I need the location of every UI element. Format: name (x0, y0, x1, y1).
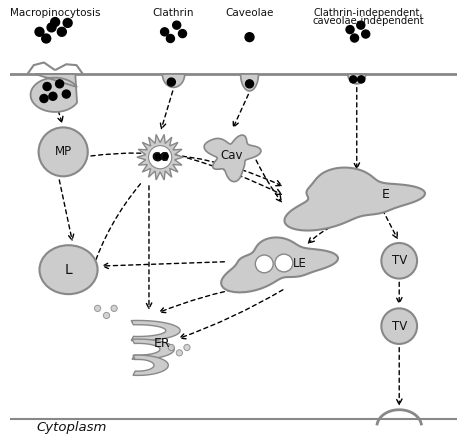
Polygon shape (204, 135, 261, 182)
Text: Macropinocytosis: Macropinocytosis (10, 8, 100, 18)
Circle shape (161, 153, 168, 160)
Circle shape (161, 28, 169, 36)
Text: L: L (65, 263, 72, 277)
Circle shape (358, 76, 365, 83)
Circle shape (173, 21, 181, 29)
Circle shape (40, 95, 48, 103)
Circle shape (275, 254, 293, 272)
Circle shape (176, 350, 182, 356)
Circle shape (47, 23, 56, 32)
Polygon shape (133, 355, 168, 376)
Circle shape (111, 305, 117, 311)
Polygon shape (240, 74, 258, 91)
Text: Clathrin: Clathrin (153, 8, 194, 18)
Circle shape (49, 92, 57, 100)
Circle shape (154, 153, 162, 161)
Circle shape (104, 312, 109, 318)
Text: TV: TV (392, 320, 407, 333)
Circle shape (349, 76, 357, 83)
Circle shape (166, 34, 174, 42)
Circle shape (148, 146, 172, 169)
Text: MP: MP (55, 145, 72, 158)
Polygon shape (348, 74, 365, 84)
Circle shape (42, 34, 51, 43)
Polygon shape (163, 74, 185, 87)
Text: Cytoplasm: Cytoplasm (36, 421, 107, 434)
Circle shape (179, 29, 186, 37)
Circle shape (346, 25, 354, 33)
Circle shape (38, 128, 88, 176)
Text: caveolae-independent: caveolae-independent (312, 16, 424, 26)
Circle shape (168, 344, 174, 351)
Polygon shape (221, 237, 338, 293)
Polygon shape (284, 168, 425, 231)
Text: TV: TV (392, 254, 407, 267)
Circle shape (350, 34, 359, 42)
Polygon shape (31, 74, 77, 112)
Circle shape (62, 90, 71, 98)
Circle shape (167, 78, 175, 86)
Text: Caveolae: Caveolae (225, 8, 274, 18)
Circle shape (94, 305, 101, 311)
Text: E: E (382, 188, 390, 201)
Circle shape (362, 30, 370, 38)
Circle shape (51, 17, 60, 26)
Circle shape (55, 80, 64, 88)
Circle shape (245, 80, 254, 88)
Polygon shape (131, 321, 180, 341)
Circle shape (382, 308, 417, 344)
Circle shape (357, 21, 365, 29)
Circle shape (255, 255, 273, 273)
Circle shape (35, 27, 44, 36)
Ellipse shape (39, 245, 98, 294)
Text: CC: CC (152, 151, 169, 164)
Circle shape (245, 33, 254, 41)
Text: ER: ER (154, 337, 171, 350)
Circle shape (57, 27, 66, 36)
Polygon shape (132, 339, 174, 359)
Circle shape (63, 18, 72, 27)
Text: Clathrin-independent,: Clathrin-independent, (313, 8, 423, 18)
Text: Cav: Cav (220, 149, 243, 162)
Text: LE: LE (293, 256, 307, 269)
Polygon shape (137, 134, 183, 180)
Circle shape (184, 344, 190, 351)
Circle shape (382, 243, 417, 279)
Circle shape (43, 83, 51, 91)
